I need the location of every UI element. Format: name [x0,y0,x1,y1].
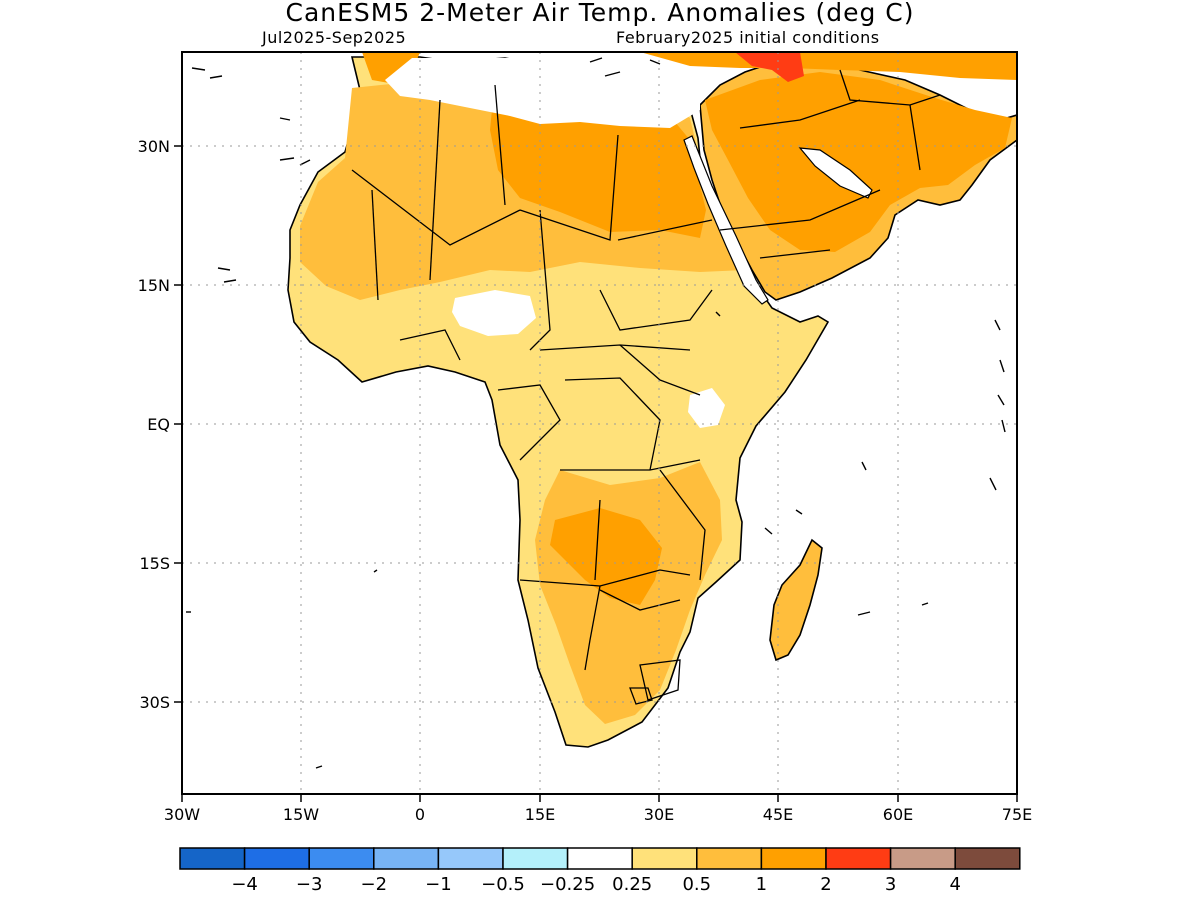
colorbar-swatch [502,847,569,870]
colorbar-swatch [179,847,246,870]
red-sea [683,135,769,305]
near-east-extreme-zone [735,52,804,82]
colorbar-label: −4 [231,874,258,895]
islands [186,57,1006,769]
x-tick-label: 75E [1002,805,1032,824]
colorbar-label: 4 [949,874,960,895]
x-tick-label: 30E [644,805,674,824]
northern-med-hot-zone [640,52,1017,80]
x-tick-label: 0 [415,805,425,824]
colorbar-label: −0.25 [540,874,595,895]
colorbar-swatch [825,847,892,870]
y-tick-label: 30N [138,137,170,156]
gridlines [182,52,1017,794]
colorbar-label: 0.5 [682,874,711,895]
colorbar-swatch [696,847,763,870]
x-tick-label: 60E [883,805,913,824]
mediterranean-sea [385,58,700,128]
colorbar-swatch [437,847,504,870]
colorbar-swatch [889,847,956,870]
colorbar-label: −3 [296,874,323,895]
central-south-africa-hot-zone [550,508,662,605]
x-tick-label: 15W [283,805,319,824]
map-title: CanESM5 2-Meter Air Temp. Anomalies (deg… [285,0,915,27]
x-tick-label: 45E [763,805,793,824]
land-anomaly-layer [186,52,1017,769]
colorbar-label: 2 [820,874,831,895]
colorbar-label: −1 [425,874,452,895]
x-tick-label: 30W [164,805,200,824]
colorbar-swatch [243,847,310,870]
colorbar-swatch [631,847,698,870]
colorbar-labels: −4 −3 −2 −1 −0.5 −0.25 0.25 0.5 1 2 3 4 [231,874,961,895]
madagascar-land [769,538,823,662]
colorbar-label: −2 [361,874,388,895]
colorbar [179,847,1021,870]
colorbar-swatch [566,847,633,870]
arabia-hot-zone [705,72,1012,252]
sahel-neutral-pocket [452,290,536,336]
colorbar-swatch [308,847,375,870]
x-tick-label: 15E [525,805,555,824]
map-frame [181,51,1018,795]
colorbar-label: 0.25 [612,874,652,895]
country-borders [351,69,941,705]
y-tick-label: 15N [138,276,170,295]
colorbar-swatch [954,847,1021,870]
forecast-period-label: Jul2025-Sep2025 [262,28,407,47]
colorbar-swatch [760,847,827,870]
colorbar-label: −0.5 [481,874,525,895]
axis-ticks [174,145,1018,802]
initial-conditions-label: February2025 initial conditions [616,28,880,47]
colorbar-swatch [373,847,440,870]
y-tick-label: 30S [139,693,170,712]
y-tick-label: 15S [139,554,170,573]
east-africa-neutral-pocket [688,388,725,428]
y-tick-label: EQ [147,415,170,434]
colorbar-label: 1 [756,874,767,895]
colorbar-label: 3 [885,874,896,895]
